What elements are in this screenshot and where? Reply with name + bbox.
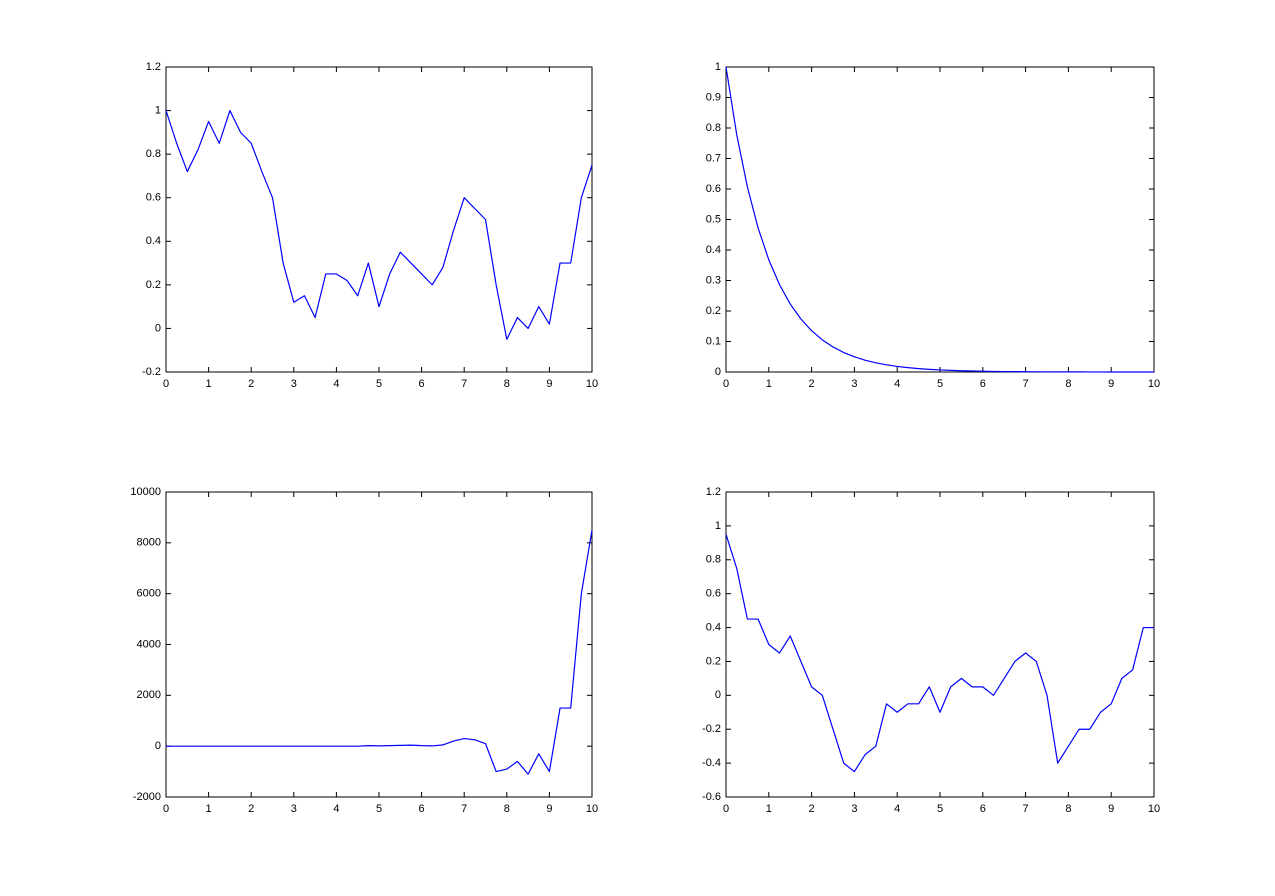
y-tick-label: -2000 (133, 791, 161, 803)
x-tick-label: 4 (894, 378, 900, 390)
y-tick-label: 1.2 (146, 61, 161, 73)
x-tick-label: 7 (461, 378, 467, 390)
x-tick-label: 5 (376, 803, 382, 815)
x-tick-label: 10 (1148, 378, 1160, 390)
x-tick-label: 1 (766, 378, 772, 390)
x-tick-label: 8 (1065, 803, 1071, 815)
y-tick-label: 0.2 (706, 655, 721, 667)
x-tick-label: 8 (504, 803, 510, 815)
y-tick-label: 8000 (137, 537, 161, 549)
axes-frame (165, 491, 593, 798)
y-tick-label: 0.2 (706, 305, 721, 317)
y-tick-label: 0.6 (706, 588, 721, 600)
x-tick-label: 10 (1148, 803, 1160, 815)
x-tick-label: 3 (851, 378, 857, 390)
y-tick-label: 1.2 (706, 486, 721, 498)
axes-frame (725, 491, 1155, 798)
x-tick-label: 7 (1023, 378, 1029, 390)
axes-frame (725, 66, 1155, 373)
axes-frame (165, 66, 593, 373)
x-tick-label: 9 (546, 378, 552, 390)
x-tick-label: 1 (206, 803, 212, 815)
x-tick-label: 5 (937, 378, 943, 390)
y-tick-label: 0.7 (706, 152, 721, 164)
x-tick-label: 1 (766, 803, 772, 815)
y-tick-label: -0.2 (702, 723, 721, 735)
x-tick-label: 9 (546, 803, 552, 815)
y-tick-label: 0.6 (146, 192, 161, 204)
y-tick-label: 0 (715, 689, 721, 701)
x-tick-label: 7 (461, 803, 467, 815)
x-tick-label: 5 (376, 378, 382, 390)
y-tick-label: 1 (715, 520, 721, 532)
x-tick-label: 6 (980, 378, 986, 390)
y-tick-label: 1 (155, 104, 161, 116)
data-line (725, 66, 1155, 373)
data-line (166, 530, 593, 775)
x-tick-label: 8 (504, 378, 510, 390)
x-tick-label: 10 (586, 803, 598, 815)
x-tick-label: 6 (419, 378, 425, 390)
y-tick-label: 0.4 (706, 244, 721, 256)
y-tick-label: 1 (715, 61, 721, 73)
x-tick-label: 6 (980, 803, 986, 815)
x-tick-label: 4 (894, 803, 900, 815)
x-tick-label: 0 (163, 803, 169, 815)
x-tick-label: 7 (1023, 803, 1029, 815)
x-tick-label: 4 (333, 378, 339, 390)
x-tick-label: 0 (723, 378, 729, 390)
x-tick-label: 9 (1108, 803, 1114, 815)
x-tick-label: 3 (291, 378, 297, 390)
y-tick-label: 0.8 (706, 122, 721, 134)
y-tick-label: -0.6 (702, 791, 721, 803)
y-tick-label: 0.6 (706, 183, 721, 195)
x-tick-label: 3 (851, 803, 857, 815)
y-tick-label: 0 (155, 740, 161, 752)
x-tick-label: 0 (163, 378, 169, 390)
x-tick-label: 2 (809, 803, 815, 815)
data-line (165, 109, 593, 340)
x-tick-label: 3 (291, 803, 297, 815)
x-tick-label: 6 (419, 803, 425, 815)
y-tick-label: 0 (155, 322, 161, 334)
y-tick-label: 0.2 (146, 279, 161, 291)
y-tick-label: 0.8 (146, 148, 161, 160)
y-tick-label: 10000 (130, 486, 161, 498)
y-tick-label: 0.3 (706, 274, 721, 286)
y-tick-label: -0.4 (702, 757, 721, 769)
x-tick-label: 2 (809, 378, 815, 390)
y-tick-label: 0.5 (706, 213, 721, 225)
y-tick-label: 2000 (137, 689, 161, 701)
x-tick-label: 0 (723, 803, 729, 815)
y-tick-label: 4000 (137, 638, 161, 650)
y-tick-label: 0.4 (146, 235, 161, 247)
x-tick-label: 9 (1108, 378, 1114, 390)
x-tick-label: 2 (248, 378, 254, 390)
y-tick-label: -0.2 (142, 366, 161, 378)
y-tick-label: 0.4 (706, 621, 721, 633)
x-tick-label: 8 (1065, 378, 1071, 390)
y-tick-label: 0.9 (706, 91, 721, 103)
y-tick-label: 0 (715, 366, 721, 378)
y-tick-label: 0.1 (706, 335, 721, 347)
data-line (725, 534, 1154, 773)
x-tick-label: 5 (937, 803, 943, 815)
x-tick-label: 2 (248, 803, 254, 815)
x-tick-label: 1 (206, 378, 212, 390)
y-tick-label: 6000 (137, 588, 161, 600)
y-tick-label: 0.8 (706, 554, 721, 566)
x-tick-label: 10 (586, 378, 598, 390)
x-tick-label: 4 (333, 803, 339, 815)
